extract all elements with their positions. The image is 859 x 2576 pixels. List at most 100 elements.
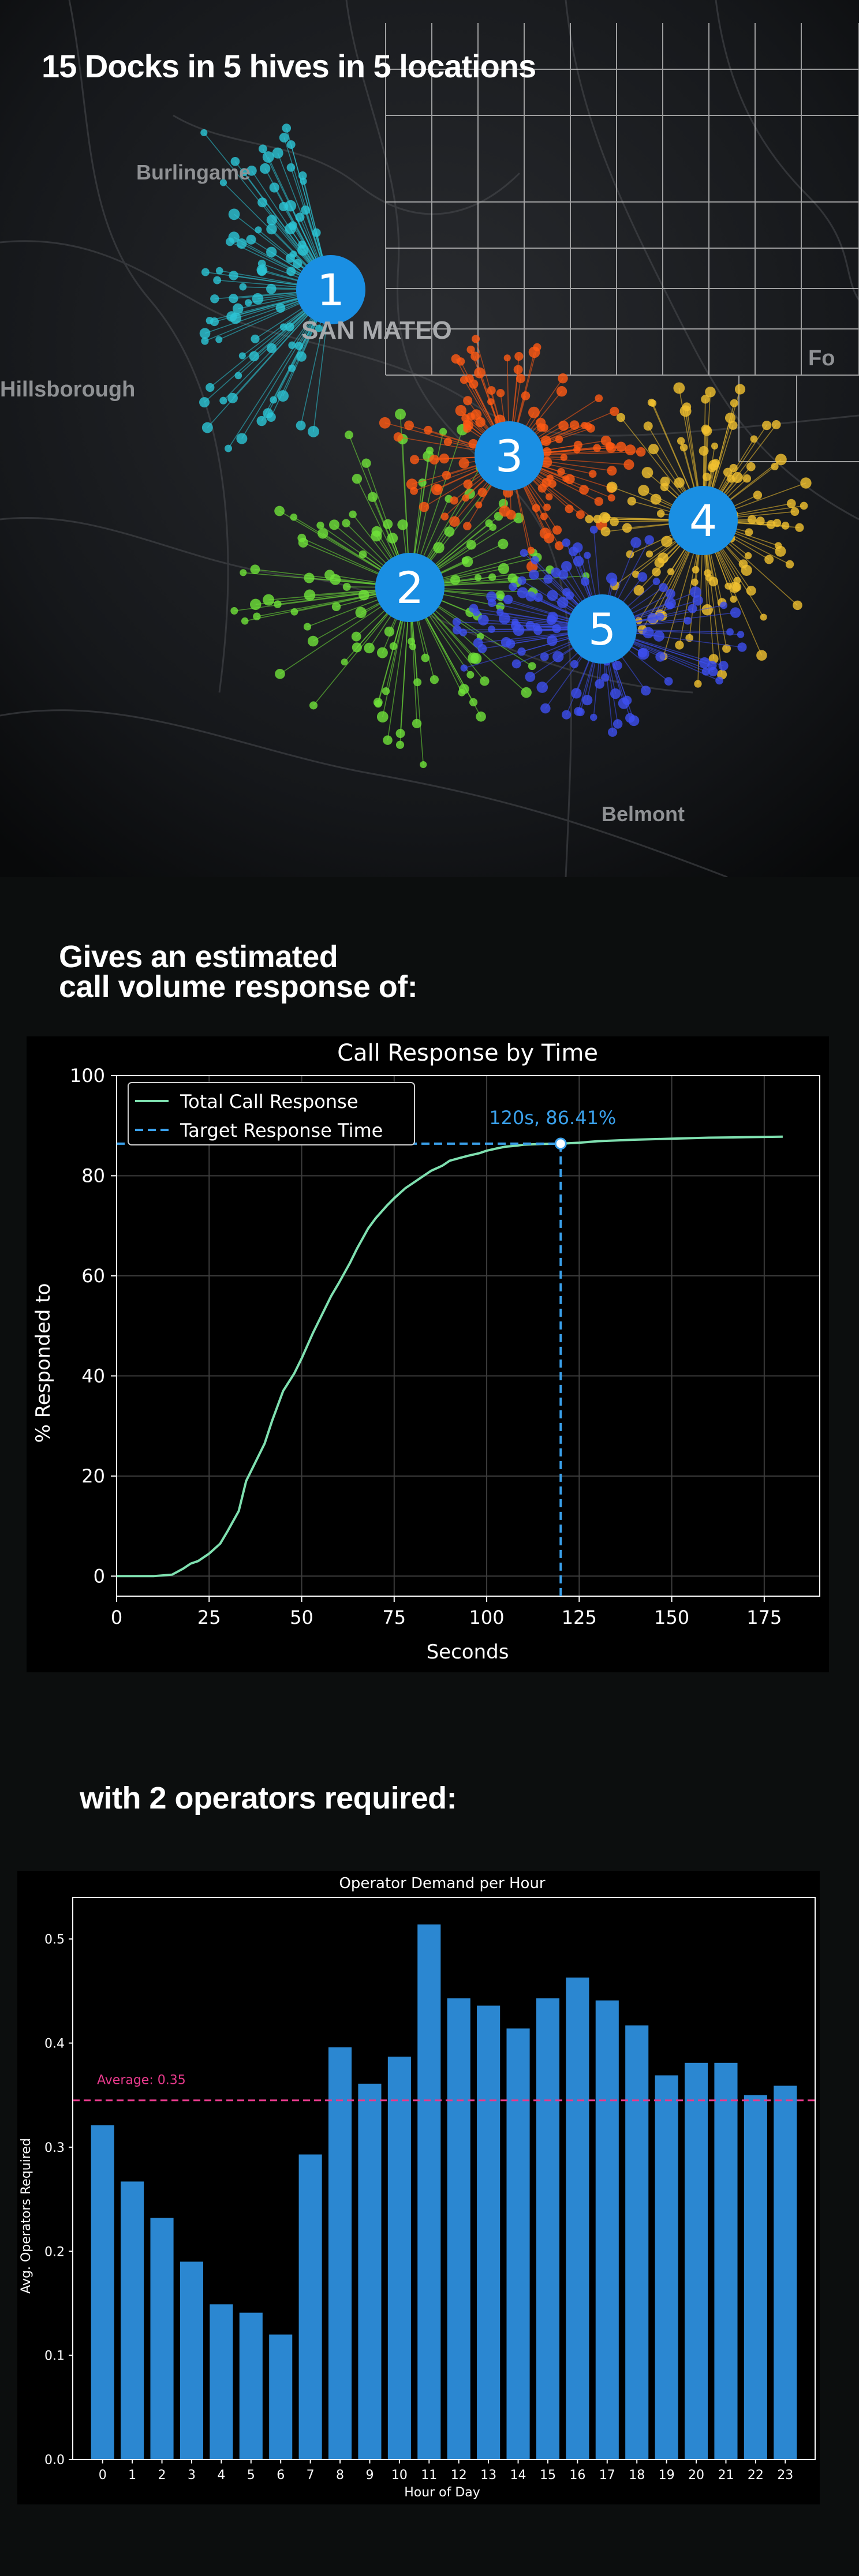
x-tick-label: 16 [569, 2468, 585, 2483]
operators-heading: with 2 operators required: [80, 1781, 457, 1815]
place-label-belmont: Belmont [602, 802, 685, 826]
y-tick-label: 40 [81, 1365, 105, 1387]
bar-hour-21 [714, 2062, 738, 2459]
x-tick-label: 3 [188, 2468, 196, 2483]
hive-marker-5: 5 [567, 594, 637, 664]
series-line-total-call-response [117, 1135, 783, 1578]
y-tick-label: 20 [81, 1465, 105, 1487]
response-heading-line2: call volume response of: [59, 969, 418, 1004]
y-axis-label: Avg. Operators Required [19, 2138, 33, 2294]
x-tick-label: 10 [391, 2468, 408, 2483]
y-tick-label: 0.1 [44, 2349, 65, 2364]
bar-hour-22 [744, 2095, 767, 2459]
hive-marker-label: 4 [689, 495, 717, 546]
place-label-hillsborough: Hillsborough [0, 377, 136, 402]
x-tick-label: 13 [480, 2468, 496, 2483]
map-title: 15 Docks in 5 hives in 5 locations [42, 48, 536, 84]
x-tick-label: 23 [777, 2468, 793, 2483]
bar-hour-9 [358, 2083, 382, 2459]
place-label-san-mateo: SAN MATEO [301, 316, 452, 345]
bar-hour-3 [180, 2262, 204, 2459]
x-tick-label: 100 [469, 1607, 505, 1628]
x-axis-label: Seconds [427, 1641, 509, 1664]
bar-hour-16 [566, 1977, 589, 2459]
bar-hour-12 [447, 1998, 470, 2459]
x-tick-label: 20 [688, 2468, 704, 2483]
y-axis-label: % Responded to [32, 1283, 55, 1443]
bar-hour-6 [269, 2334, 293, 2459]
bar-hour-0 [91, 2125, 114, 2459]
hive-marker-label: 2 [396, 562, 424, 613]
place-label-fo: Fo [808, 346, 835, 370]
x-tick-label: 0 [111, 1607, 122, 1628]
y-tick-label: 0.2 [44, 2245, 65, 2259]
x-tick-label: 12 [451, 2468, 467, 2483]
call-response-chart: Call Response by Time 0 25 50 75 100 125 150 17… [27, 1036, 829, 1672]
x-tick-label: 21 [718, 2468, 734, 2483]
x-tick-label: 175 [746, 1607, 782, 1628]
x-tick-label: 4 [217, 2468, 225, 2483]
x-tick-label: 6 [277, 2468, 285, 2483]
legend-label-response: Total Call Response [180, 1091, 358, 1113]
target-annotation: 120s, 86.41% [489, 1107, 616, 1129]
x-tick-label: 11 [421, 2468, 437, 2483]
x-tick-label: 18 [629, 2468, 645, 2483]
x-tick-label: 5 [247, 2468, 255, 2483]
hive-marker-1: 1 [296, 255, 365, 324]
x-tick-label: 125 [562, 1607, 597, 1628]
x-tick-label: 8 [336, 2468, 344, 2483]
plot-area [72, 1897, 816, 2460]
y-tick-label: 0 [94, 1565, 105, 1587]
x-tick-label: 0 [99, 2468, 107, 2483]
average-label: Average: 0.35 [97, 2073, 186, 2088]
legend-label-target: Target Response Time [180, 1119, 383, 1141]
y-tick-label: 0.4 [44, 2037, 65, 2051]
bar-hour-19 [655, 2075, 678, 2459]
x-tick-label: 9 [365, 2468, 374, 2483]
y-tick-label: 0.0 [44, 2453, 65, 2468]
y-tick-label: 60 [81, 1265, 105, 1287]
plot-area [116, 1075, 820, 1597]
y-tick-label: 0.3 [44, 2141, 65, 2155]
hive-marker-3: 3 [475, 421, 544, 491]
bar-hour-1 [121, 2181, 144, 2459]
x-tick-label: 2 [158, 2468, 166, 2483]
response-heading-line1: Gives an estimated [59, 939, 338, 974]
bar-hour-23 [774, 2085, 797, 2459]
x-tick-label: 14 [510, 2468, 526, 2483]
target-point [554, 1137, 567, 1150]
x-tick-label: 15 [540, 2468, 556, 2483]
chart-title: Operator Demand per Hour [339, 1875, 546, 1892]
bar-hour-2 [150, 2218, 174, 2459]
bar-hour-15 [536, 1998, 560, 2459]
bar-hour-10 [387, 2056, 411, 2459]
x-tick-label: 75 [382, 1607, 406, 1628]
map-canvas: 1 2 3 4 5 [0, 0, 859, 877]
operator-demand-chart: Operator Demand per Hour 0 1 2 3 4 5 6 7 8 9 10 11 1… [17, 1871, 820, 2504]
bar-hour-5 [239, 2312, 263, 2459]
hive-marker-2: 2 [375, 553, 445, 622]
hive-marker-label: 1 [317, 264, 345, 316]
chart-title: Call Response by Time [337, 1040, 598, 1066]
x-tick-label: 17 [599, 2468, 615, 2483]
bar-hour-13 [477, 2005, 501, 2459]
bar-hour-17 [595, 2000, 619, 2459]
hive-marker-label: 3 [495, 430, 523, 482]
x-tick-label: 19 [659, 2468, 675, 2483]
x-axis-label: Hour of Day [404, 2485, 480, 2500]
x-tick-label: 50 [290, 1607, 313, 1628]
x-tick-label: 150 [654, 1607, 689, 1628]
x-tick-label: 25 [197, 1607, 221, 1628]
bar-hour-8 [328, 2047, 352, 2459]
hive-marker-label: 5 [588, 604, 616, 655]
bar-hour-20 [684, 2062, 708, 2459]
bar-hour-4 [210, 2304, 233, 2459]
bar-hour-7 [298, 2154, 322, 2459]
y-tick-label: 80 [81, 1165, 105, 1186]
place-label-burlingame: Burlingame [136, 160, 251, 184]
y-tick-label: 0.5 [44, 1933, 65, 1947]
x-tick-label: 7 [307, 2468, 315, 2483]
bar-hour-14 [506, 2028, 530, 2459]
bar-hour-18 [625, 2025, 649, 2459]
hive-map: 1 2 3 4 5 15 Docks in 5 hives in 5 locations… [0, 0, 859, 877]
